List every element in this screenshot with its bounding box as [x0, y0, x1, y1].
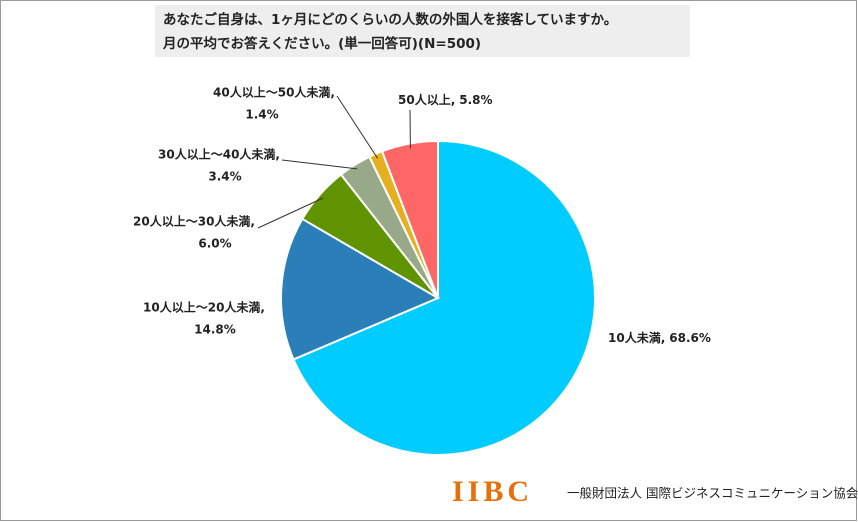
value-label: 5.8%	[459, 93, 492, 107]
data-label: 10人未満, 68.6%	[608, 330, 711, 345]
pie-slice	[292, 139, 596, 456]
leader-line	[281, 159, 358, 170]
value-label: 6.0%	[198, 237, 231, 251]
category-label: 40人以上～50人未満,	[213, 85, 335, 100]
leader-line	[336, 95, 378, 159]
pie-slice	[280, 217, 441, 361]
category-label: 30人以上～40人未満,	[158, 147, 280, 162]
category-label: 20人以上～30人未満,	[133, 214, 255, 229]
category-label: 10人未満,	[608, 330, 665, 345]
value-label: 14.8%	[194, 323, 236, 337]
pie-slice	[380, 139, 439, 299]
category-label: 10人以上～20人未満,	[143, 300, 265, 315]
category-label: 50人以上,	[398, 92, 455, 107]
organization: 一般財団法人 国際ビジネスコミュニケーション協会	[567, 486, 858, 501]
value-label: 68.6%	[669, 331, 711, 345]
chart-title: あなたご自身は、1ヶ月にどのくらいの人数の外国人を接客していますか。	[163, 11, 617, 28]
logo: IIBC	[452, 475, 533, 508]
leader-line	[257, 197, 324, 229]
value-label: 3.4%	[208, 170, 241, 184]
title-box	[155, 5, 690, 57]
value-label: 1.4%	[245, 108, 278, 122]
chart-subtitle: 月の平均でお答えください。(単一回答可)(N=500)	[162, 35, 481, 52]
data-label: 50人以上, 5.8%	[398, 92, 493, 107]
